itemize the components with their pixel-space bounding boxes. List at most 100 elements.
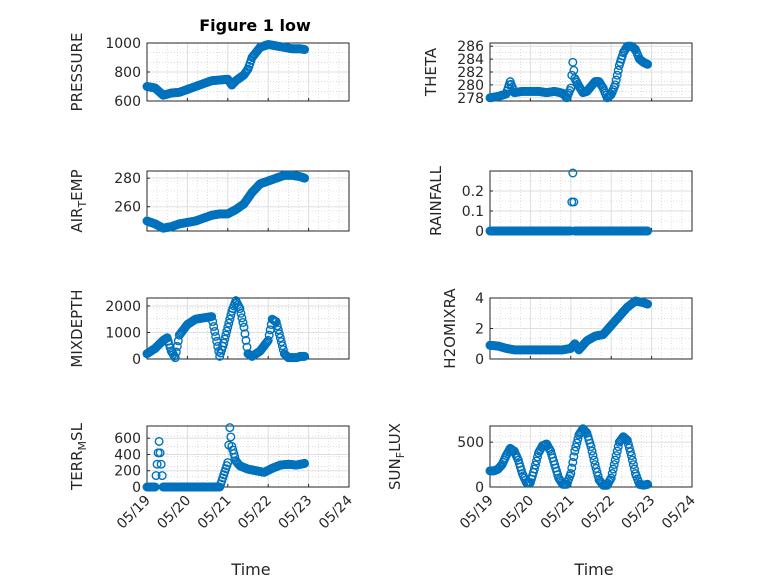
y-axis-label: AIRTEMP	[68, 169, 89, 232]
data-point	[613, 65, 623, 75]
y-tick-label: 2	[475, 322, 484, 338]
data-point	[273, 325, 283, 335]
data-point	[608, 464, 618, 474]
x-tick-label: 05/24	[659, 492, 699, 532]
data-point	[156, 459, 166, 469]
data-point	[610, 455, 620, 465]
data-point	[223, 322, 233, 332]
y-tick-label: 280	[457, 78, 484, 94]
data-point	[170, 353, 180, 363]
x-tick-label: 05/22	[235, 493, 275, 533]
y-tick-label: 0	[475, 352, 484, 368]
data-point	[237, 313, 247, 323]
y-tick-label: 280	[114, 171, 141, 187]
data-point	[225, 423, 235, 433]
data-point	[223, 458, 233, 468]
data-point	[495, 462, 505, 472]
data-point	[568, 457, 578, 467]
axes-border	[146, 42, 350, 102]
x-tick-label: 05/20	[497, 493, 537, 533]
x-tick-label: 05/19	[114, 493, 154, 533]
x-tick-label: 05/22	[578, 493, 618, 533]
x-tick-label: 05/23	[619, 493, 659, 533]
data-point	[274, 329, 284, 339]
data-point	[569, 197, 579, 207]
data-point	[157, 471, 167, 481]
y-tick-label: 600	[114, 94, 141, 110]
axes-border	[146, 425, 350, 488]
data-point	[263, 335, 273, 345]
data-point	[277, 341, 287, 351]
data-point	[531, 456, 541, 466]
y-tick-label: 400	[114, 447, 141, 463]
axes-border	[489, 42, 693, 102]
data-point	[569, 452, 579, 462]
data-point	[152, 459, 162, 469]
data-point	[172, 341, 182, 351]
subplot-h2omixra: 0 2 4 H2OMIXRA	[441, 288, 693, 369]
y-tick-label: 4	[475, 291, 484, 307]
data-point	[239, 322, 249, 332]
y-tick-label: 0	[475, 224, 484, 240]
data-point	[566, 469, 576, 479]
y-tick-label: 278	[457, 91, 484, 107]
data-point	[588, 451, 598, 461]
y-axis-label: PRESSURE	[68, 33, 86, 112]
data-point	[222, 326, 232, 336]
data-point	[276, 337, 286, 347]
data-point	[586, 442, 596, 452]
subplot-pressure: 600 800 1000 PRESSURE	[68, 33, 350, 112]
data-point	[211, 331, 221, 341]
x-axis-label-left: Time	[230, 560, 270, 579]
data-point	[613, 442, 623, 452]
data-point	[627, 455, 637, 465]
y-tick-label: 282	[457, 65, 484, 81]
data-point	[210, 326, 220, 336]
data-point	[628, 460, 638, 470]
y-tick-label: 0.1	[462, 204, 484, 220]
data-point	[300, 173, 310, 183]
y-tick-label: 0	[132, 480, 141, 496]
data-point	[567, 463, 577, 473]
subplot-mixdepth: 0 1000 2000 MIXDEPTH	[68, 289, 350, 368]
data-point	[261, 338, 271, 348]
data-point	[238, 318, 248, 328]
y-axis-label: MIXDEPTH	[68, 289, 86, 367]
y-tick-label: 1000	[105, 325, 141, 341]
data-point	[154, 436, 164, 446]
data-point	[224, 318, 234, 328]
data-point	[573, 434, 583, 444]
data-point	[300, 351, 310, 361]
data-point	[571, 442, 581, 452]
y-tick-label: 2000	[105, 299, 141, 315]
data-point	[241, 335, 251, 345]
data-point	[242, 66, 252, 76]
data-point	[572, 438, 582, 448]
data-point	[272, 321, 282, 331]
figure-title: Figure 1 low	[199, 16, 311, 35]
data-point	[171, 347, 181, 357]
data-point	[621, 434, 631, 444]
data-point	[221, 330, 231, 340]
data-point	[151, 471, 161, 481]
data-point	[529, 464, 539, 474]
data-point	[643, 226, 653, 236]
x-tick-label: 05/20	[154, 493, 194, 533]
y-tick-label: 500	[457, 435, 484, 451]
y-axis-label: TERRMSL	[68, 422, 89, 491]
data-point	[625, 447, 635, 457]
y-axis-label: RAINFALL	[427, 165, 445, 236]
data-point	[532, 452, 542, 462]
data-point	[643, 479, 653, 489]
data-point	[236, 308, 246, 318]
data-point	[611, 451, 621, 461]
y-tick-label: 600	[114, 431, 141, 447]
data-point	[581, 427, 591, 437]
x-tick-label: 05/24	[316, 492, 356, 532]
data-point	[300, 458, 310, 468]
y-axis-label: THETA	[422, 47, 440, 97]
subplot-sun-flux: 05/19 05/20 05/21 05/22 05/23 05/24 0 500 SUNFLU…	[386, 423, 699, 532]
y-tick-label: 0	[475, 480, 484, 496]
